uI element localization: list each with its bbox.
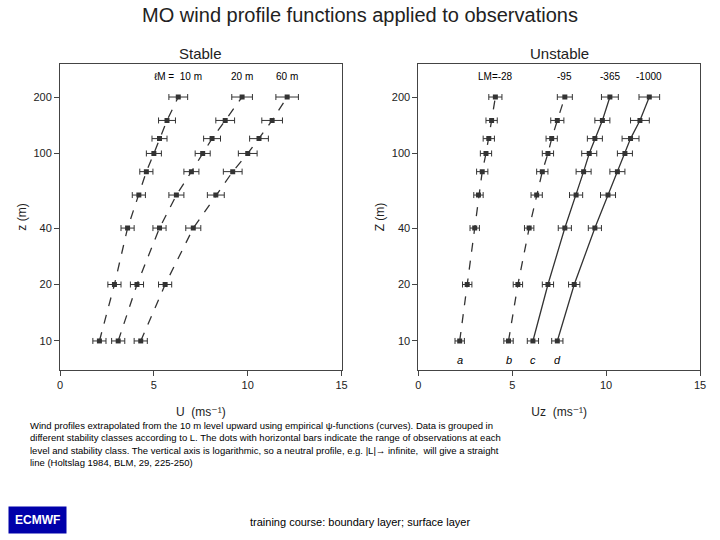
svg-text:Unstable: Unstable — [530, 45, 589, 62]
svg-text:20: 20 — [40, 278, 52, 290]
svg-text:-95: -95 — [557, 71, 572, 82]
svg-text:Wind profiles extrapolated fro: Wind profiles extrapolated from the 10 m… — [30, 420, 501, 468]
svg-text:40: 40 — [398, 222, 410, 234]
svg-text:5: 5 — [509, 379, 515, 391]
svg-text:b: b — [506, 354, 512, 366]
svg-text:-365: -365 — [600, 71, 620, 82]
svg-text:20 m: 20 m — [231, 71, 253, 82]
svg-text:10: 10 — [40, 335, 52, 347]
svg-text:Stable: Stable — [179, 45, 222, 62]
svg-text:MO wind profile functions appl: MO wind profile functions applied to obs… — [142, 4, 578, 26]
svg-text:Z (m): Z (m) — [373, 203, 387, 232]
svg-text:U (ms⁻¹): U (ms⁻¹) — [176, 405, 226, 419]
svg-text:training course: boundary laye: training course: boundary layer; surface… — [250, 516, 470, 528]
svg-text:d: d — [554, 354, 561, 366]
svg-text:20: 20 — [398, 278, 410, 290]
svg-text:LM=-28: LM=-28 — [478, 71, 513, 82]
svg-text:200: 200 — [392, 91, 410, 103]
svg-text:100: 100 — [392, 147, 410, 159]
svg-text:ℓM = 10 m: ℓM = 10 m — [154, 71, 202, 82]
svg-text:15: 15 — [335, 379, 347, 391]
svg-text:0: 0 — [57, 379, 63, 391]
svg-text:10: 10 — [398, 335, 410, 347]
svg-text:5: 5 — [151, 379, 157, 391]
svg-text:40: 40 — [40, 222, 52, 234]
svg-text:60 m: 60 m — [276, 71, 298, 82]
svg-text:ECMWF: ECMWF — [15, 513, 60, 527]
svg-text:10: 10 — [600, 379, 612, 391]
svg-text:15: 15 — [694, 379, 706, 391]
svg-text:c: c — [530, 354, 536, 366]
svg-text:200: 200 — [33, 91, 51, 103]
svg-text:100: 100 — [33, 147, 51, 159]
svg-text:z (m): z (m) — [15, 203, 29, 230]
svg-text:a: a — [457, 354, 463, 366]
svg-text:Uz (ms⁻¹): Uz (ms⁻¹) — [531, 405, 587, 419]
svg-text:-1000: -1000 — [636, 71, 662, 82]
svg-text:0: 0 — [415, 379, 421, 391]
svg-text:10: 10 — [242, 379, 254, 391]
